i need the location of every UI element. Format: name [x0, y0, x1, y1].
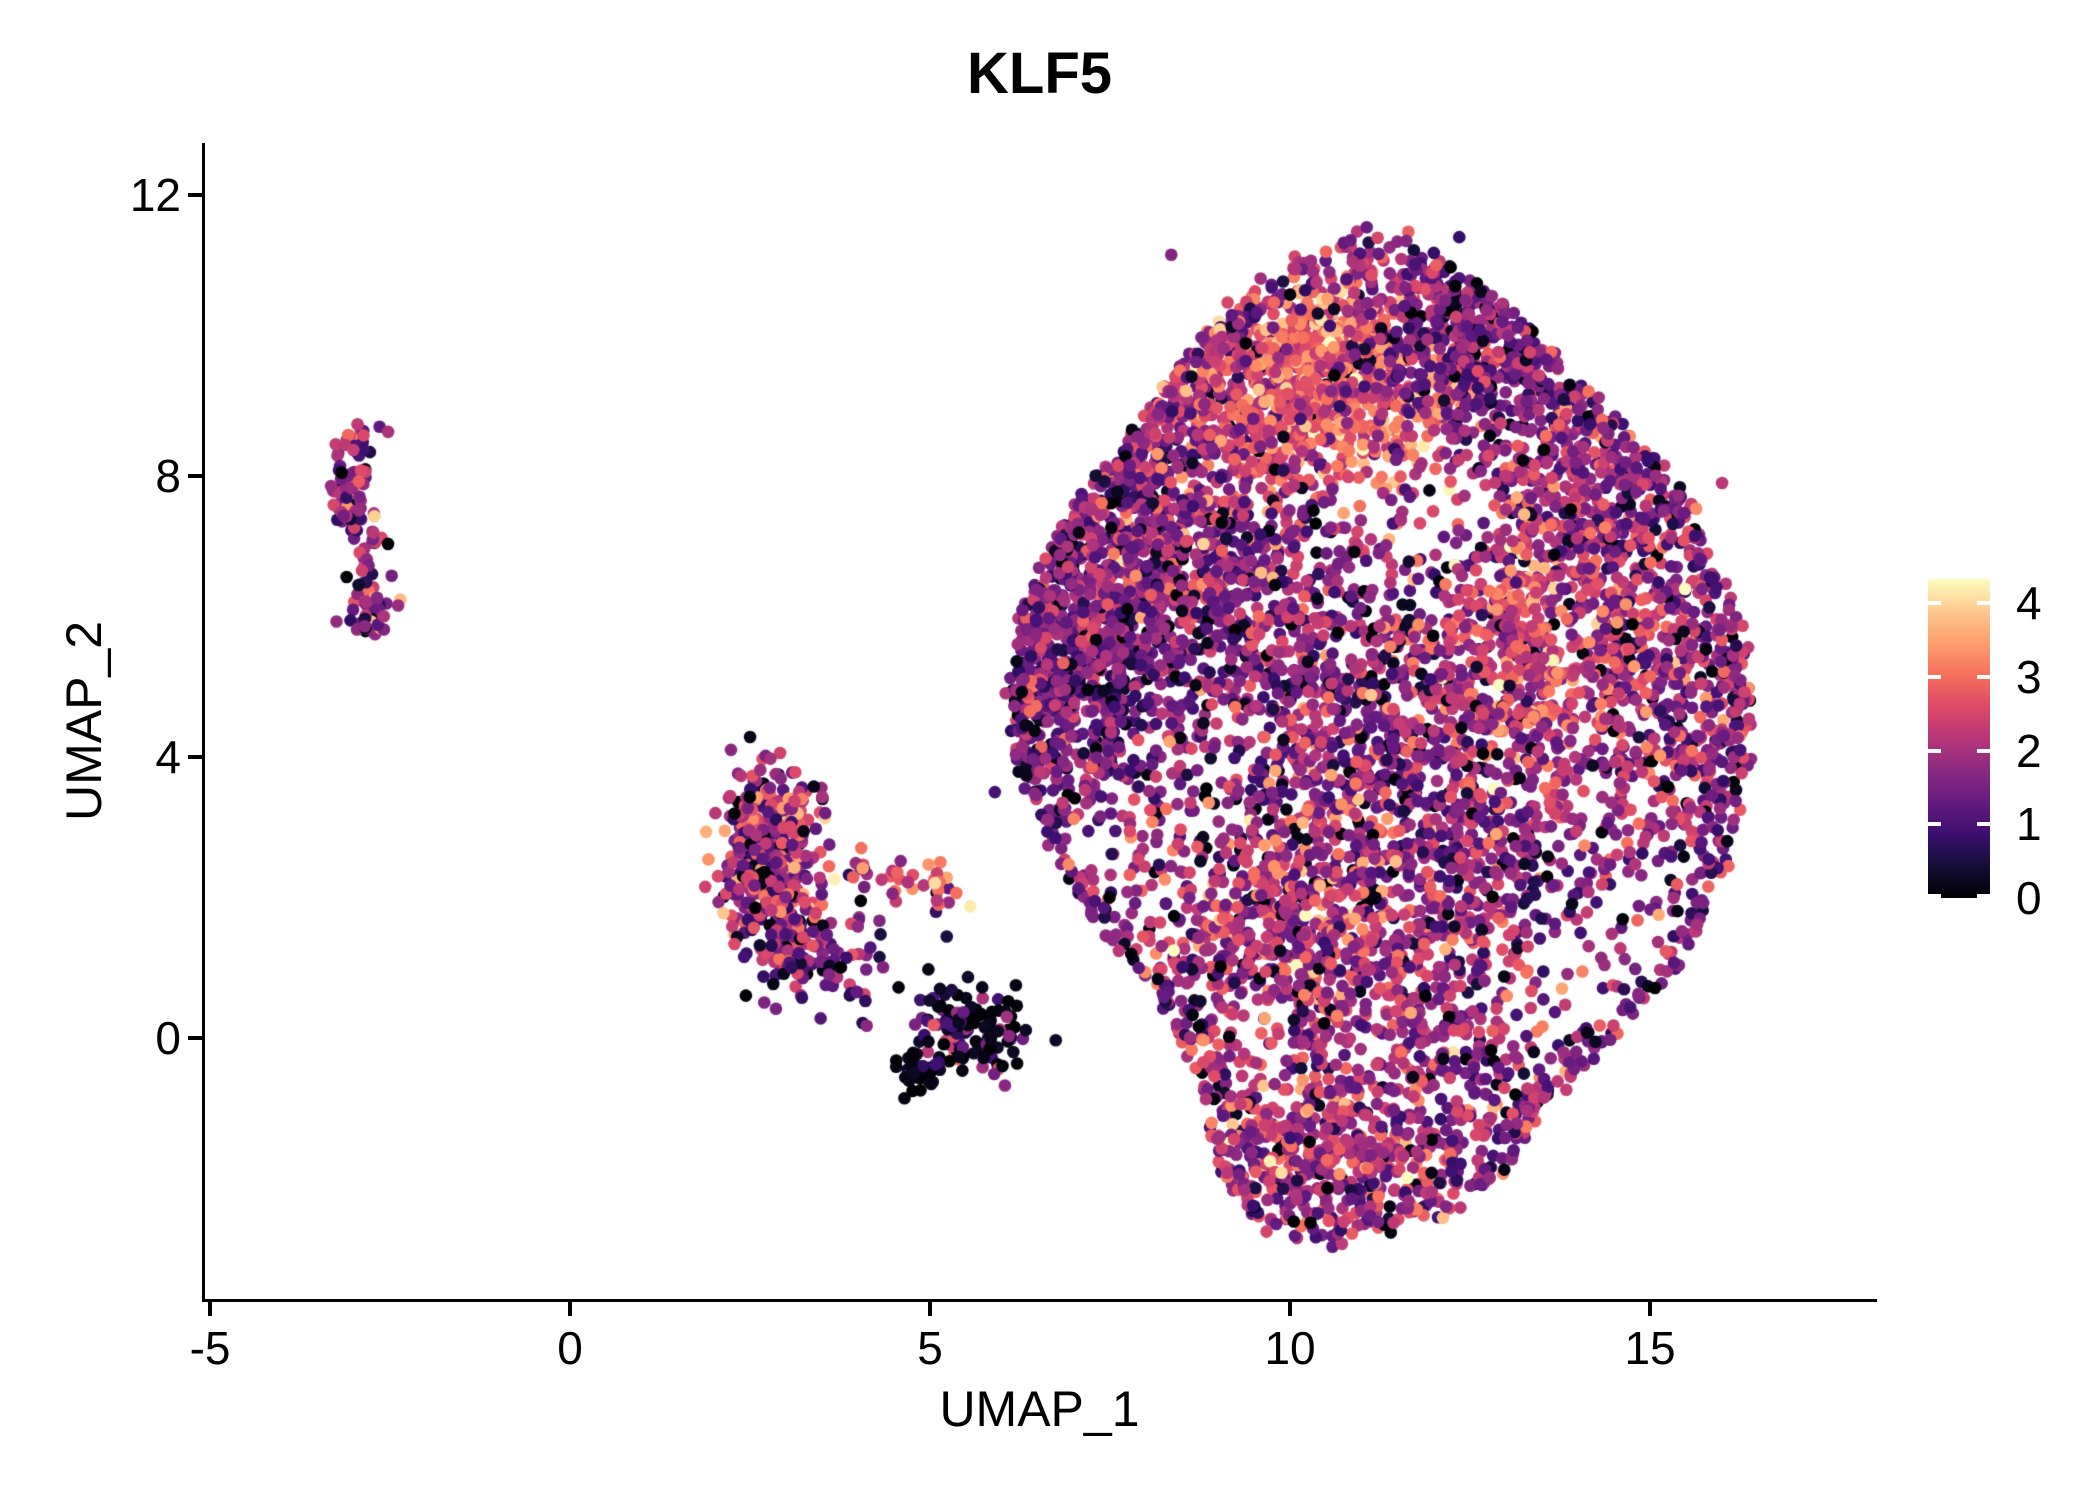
x-tick-label: 0 [557, 1322, 583, 1374]
y-tick [188, 192, 202, 197]
x-tick [208, 1302, 213, 1316]
colorbar-tick [1977, 894, 1990, 898]
y-tick-label: 8 [155, 449, 181, 502]
colorbar-legend [1928, 579, 1990, 898]
colorbar-tick [1977, 601, 1990, 606]
y-axis-line [202, 143, 205, 1302]
x-tick [568, 1302, 573, 1316]
x-tick-label: -5 [189, 1322, 231, 1374]
colorbar-tick-label: 1 [2016, 798, 2042, 851]
x-axis-title: UMAP_1 [939, 1381, 1140, 1437]
colorbar-tick-label: 0 [2016, 872, 2042, 924]
y-tick [188, 1035, 202, 1040]
x-axis-line [202, 1299, 1877, 1302]
colorbar-tick [1928, 894, 1941, 898]
x-tick [928, 1302, 933, 1316]
plot-title: KLF5 [967, 41, 1112, 106]
y-axis-title: UMAP_2 [56, 620, 112, 822]
y-tick [188, 473, 202, 478]
y-tick-label: 0 [155, 1011, 181, 1064]
colorbar-tick [1928, 748, 1941, 753]
colorbar-tick-label: 4 [2016, 577, 2042, 630]
y-tick-label: 4 [155, 730, 181, 783]
colorbar-tick-label: 3 [2016, 650, 2042, 703]
x-tick-label: 5 [917, 1322, 943, 1374]
colorbar-tick [1977, 674, 1990, 679]
y-tick [188, 754, 202, 759]
x-tick-label: 10 [1264, 1322, 1316, 1374]
colorbar-tick [1928, 601, 1941, 606]
colorbar-tick [1977, 748, 1990, 753]
colorbar-gradient [1928, 579, 1990, 898]
x-tick-label: 15 [1624, 1322, 1676, 1374]
y-tick-label: 12 [129, 168, 181, 221]
colorbar-tick [1977, 822, 1990, 827]
colorbar-tick [1928, 822, 1941, 827]
x-tick [1648, 1302, 1653, 1316]
colorbar-tick [1928, 674, 1941, 679]
colorbar-tick-label: 2 [2016, 724, 2042, 777]
x-tick [1288, 1302, 1293, 1316]
